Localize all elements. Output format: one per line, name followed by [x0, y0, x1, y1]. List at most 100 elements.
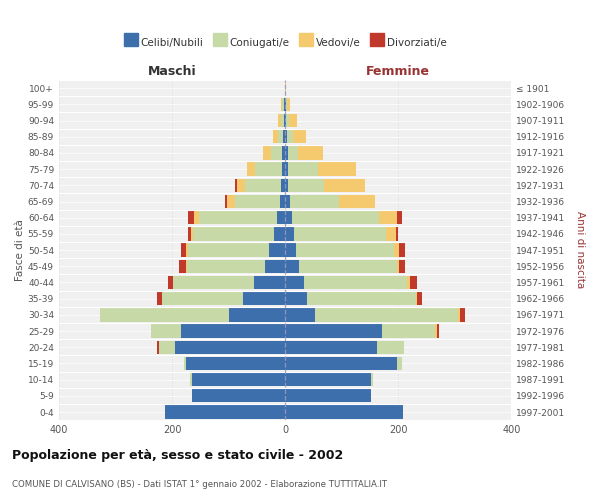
Bar [199, 211, 277, 224]
Bar [290, 195, 340, 208]
Bar [280, 195, 285, 208]
Bar [237, 178, 245, 192]
Bar [188, 228, 191, 240]
Bar [285, 373, 371, 386]
Bar [271, 146, 283, 160]
Bar [299, 260, 397, 273]
Bar [283, 130, 285, 143]
Text: COMUNE DI CALVISANO (BS) - Dati ISTAT 1° gennaio 2002 - Elaborazione TUTTITALIA.: COMUNE DI CALVISANO (BS) - Dati ISTAT 1°… [12, 480, 387, 489]
Bar [254, 276, 285, 289]
Bar [288, 146, 298, 160]
Bar [286, 114, 289, 127]
Bar [278, 114, 281, 127]
Bar [188, 244, 269, 256]
Bar [193, 228, 274, 240]
Bar [285, 178, 288, 192]
Bar [173, 276, 254, 289]
Bar [285, 114, 286, 127]
Bar [255, 162, 283, 176]
Bar [157, 292, 162, 306]
Bar [417, 292, 422, 306]
Bar [285, 324, 382, 338]
Bar [292, 211, 379, 224]
Bar [400, 244, 404, 256]
Bar [235, 195, 280, 208]
Bar [397, 357, 401, 370]
Bar [285, 292, 307, 306]
Bar [287, 130, 293, 143]
Bar [400, 260, 404, 273]
Bar [194, 211, 199, 224]
Bar [285, 276, 304, 289]
Y-axis label: Fasce di età: Fasce di età [15, 219, 25, 281]
Bar [281, 114, 284, 127]
Bar [284, 98, 285, 111]
Bar [265, 260, 285, 273]
Bar [179, 260, 186, 273]
Legend: Celibi/Nubili, Coniugati/e, Vedovi/e, Divorziati/e: Celibi/Nubili, Coniugati/e, Vedovi/e, Di… [120, 34, 451, 52]
Bar [396, 228, 398, 240]
Bar [386, 228, 396, 240]
Bar [323, 178, 365, 192]
Bar [285, 244, 296, 256]
Bar [382, 324, 434, 338]
Text: Femmine: Femmine [367, 64, 430, 78]
Bar [278, 130, 283, 143]
Bar [285, 130, 287, 143]
Bar [277, 211, 285, 224]
Text: Popolazione per età, sesso e stato civile - 2002: Popolazione per età, sesso e stato civil… [12, 450, 343, 462]
Text: Maschi: Maschi [148, 64, 196, 78]
Bar [245, 178, 281, 192]
Bar [288, 178, 323, 192]
Bar [285, 146, 288, 160]
Bar [100, 308, 229, 322]
Bar [281, 98, 283, 111]
Bar [269, 244, 285, 256]
Bar [162, 292, 243, 306]
Bar [285, 389, 371, 402]
Bar [304, 276, 407, 289]
Bar [434, 324, 437, 338]
Bar [285, 228, 293, 240]
Y-axis label: Anni di nascita: Anni di nascita [575, 212, 585, 288]
Bar [307, 292, 416, 306]
Bar [286, 98, 287, 111]
Bar [175, 340, 285, 354]
Bar [229, 308, 285, 322]
Bar [190, 373, 192, 386]
Bar [460, 308, 465, 322]
Bar [293, 130, 306, 143]
Bar [285, 308, 314, 322]
Bar [283, 162, 285, 176]
Bar [283, 146, 285, 160]
Bar [296, 244, 394, 256]
Bar [318, 162, 356, 176]
Bar [298, 146, 323, 160]
Bar [285, 260, 299, 273]
Bar [285, 340, 377, 354]
Bar [287, 98, 290, 111]
Bar [227, 195, 235, 208]
Bar [410, 276, 417, 289]
Bar [159, 340, 175, 354]
Bar [283, 98, 284, 111]
Bar [285, 162, 288, 176]
Bar [235, 178, 237, 192]
Bar [281, 178, 285, 192]
Bar [181, 244, 186, 256]
Bar [285, 98, 286, 111]
Bar [187, 260, 265, 273]
Bar [247, 162, 255, 176]
Bar [285, 406, 403, 418]
Bar [274, 228, 285, 240]
Bar [186, 357, 285, 370]
Bar [379, 211, 397, 224]
Bar [293, 228, 386, 240]
Bar [192, 389, 285, 402]
Bar [284, 114, 285, 127]
Bar [416, 292, 417, 306]
Bar [458, 308, 460, 322]
Bar [437, 324, 439, 338]
Bar [164, 406, 285, 418]
Bar [377, 340, 404, 354]
